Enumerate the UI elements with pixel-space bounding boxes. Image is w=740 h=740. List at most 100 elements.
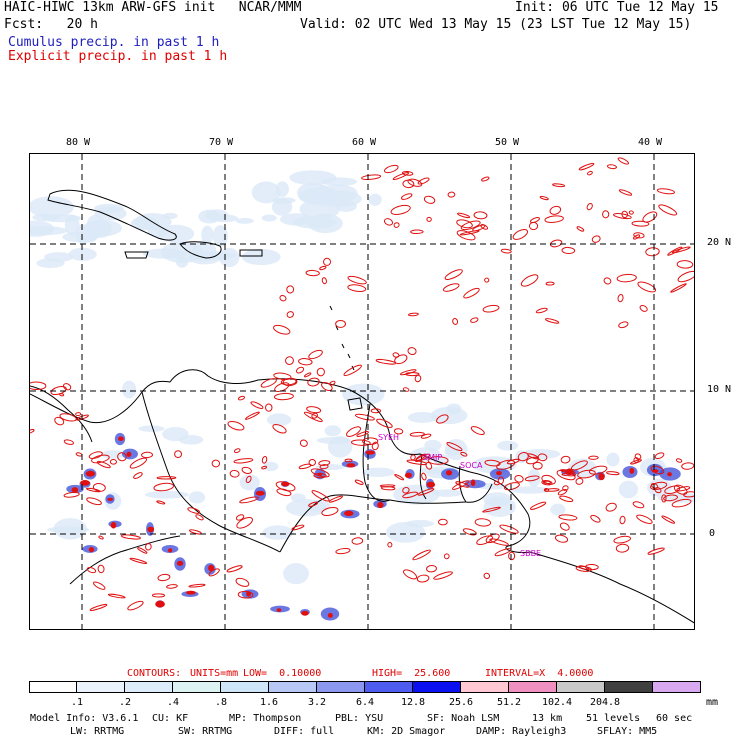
explicit-contour: [347, 284, 367, 292]
explicit-contour: [237, 395, 246, 401]
explicit-contour: [75, 412, 82, 417]
scale-swatch: [365, 681, 413, 693]
header-init: Init: 06 UTC Tue 12 May 15: [515, 0, 719, 15]
explicit-core: [317, 472, 323, 477]
scale-label: 204.8: [589, 697, 621, 708]
trinidad-coast: [347, 397, 363, 411]
explicit-contour: [383, 164, 399, 174]
cumulus-light-patch: [279, 213, 314, 226]
explicit-contour: [233, 448, 241, 454]
scale-label: 25.6: [448, 697, 474, 708]
scale-unit: mm: [706, 697, 719, 708]
explicit-contour: [558, 514, 578, 521]
explicit-contour: [642, 211, 658, 223]
explicit-contour: [156, 500, 166, 505]
cumulus-light-patch: [147, 226, 168, 238]
cumulus-light-patch: [618, 480, 639, 499]
explicit-contour: [86, 497, 102, 506]
explicit-contour: [484, 277, 490, 283]
explicit-contour: [586, 202, 593, 211]
explicit-contour: [276, 488, 292, 497]
explicit-contour: [308, 458, 316, 466]
station-label-soca: SOCA: [460, 461, 483, 470]
explicit-contour: [588, 455, 599, 460]
explicit-contour: [590, 514, 601, 523]
explicit-core: [667, 472, 672, 477]
cumulus-light-patch: [432, 489, 463, 497]
explicit-contour: [356, 431, 369, 437]
footer-cu: CU: KF: [152, 713, 189, 724]
explicit-contour: [661, 494, 667, 503]
explicit-contour: [619, 515, 626, 525]
explicit-contour: [241, 466, 252, 474]
explicit-contour: [664, 485, 681, 495]
cumulus-light-patch: [178, 434, 204, 445]
explicit-contour: [617, 157, 630, 165]
footer-mp: MP: Thompson: [229, 713, 302, 724]
explicit-core: [85, 470, 96, 477]
explicit-contour: [443, 553, 450, 560]
footer-damp: DAMP: Rayleigh3: [476, 726, 567, 737]
explicit-contour: [506, 458, 520, 465]
explicit-contour: [681, 462, 694, 470]
explicit-contour: [235, 577, 250, 587]
header-forecast: Fcst: 20 h: [4, 17, 98, 32]
cumulus-light-patch: [298, 187, 343, 205]
explicit-contour: [613, 213, 632, 220]
border-venezuela-guyana: [362, 403, 391, 502]
cumulus-light-patch: [44, 252, 74, 262]
contours-units: UNITS=mm: [190, 668, 239, 679]
explicit-contour: [463, 287, 480, 299]
explicit-contour: [417, 177, 430, 185]
contours-interval: INTERVAL=X 4.0000: [485, 668, 594, 679]
explicit-contour: [321, 382, 333, 391]
cumulus-light-patch: [94, 206, 127, 221]
explicit-contour: [451, 480, 470, 490]
explicit-contour: [98, 535, 104, 540]
explicit-contour: [482, 506, 501, 513]
explicit-contour: [496, 459, 516, 470]
explicit-contour: [127, 600, 144, 611]
explicit-contour: [591, 235, 601, 243]
explicit-contour: [650, 465, 665, 475]
explicit-contour: [343, 364, 362, 377]
explicit-contour: [437, 518, 448, 526]
cumulus-light-patch: [251, 181, 281, 204]
explicit-contour: [30, 381, 47, 391]
explicit-core: [346, 463, 356, 468]
explicit-contour: [387, 542, 393, 548]
explicit-contour: [97, 564, 105, 574]
cumulus-light-patch: [30, 220, 54, 237]
cumulus-light-patch: [175, 255, 189, 268]
explicit-contour: [557, 488, 568, 496]
explicit-contour: [129, 457, 148, 469]
explicit-contour: [344, 458, 353, 463]
cumulus-light-patch: [510, 486, 550, 494]
cumulus-light-patch: [550, 503, 566, 516]
explicit-contour: [316, 367, 325, 377]
explicit-contour: [303, 372, 312, 378]
footer-sflay: SFLAY: MM5: [597, 726, 658, 737]
explicit-contour: [319, 265, 327, 271]
explicit-contour: [520, 274, 539, 287]
explicit-contour: [605, 502, 617, 512]
explicit-contour: [616, 273, 637, 283]
explicit-contour: [442, 283, 460, 292]
explicit-contour: [462, 528, 477, 536]
explicit-contour: [613, 535, 632, 544]
explicit-contour: [280, 378, 297, 386]
explicit-contour: [285, 356, 294, 365]
explicit-contour: [482, 304, 500, 313]
explicit-contour: [656, 188, 675, 195]
explicit-contour: [291, 524, 305, 531]
cumulus-light-patch: [430, 406, 468, 425]
explicit-contour: [236, 516, 253, 529]
explicit-contour: [261, 465, 268, 470]
explicit-contour: [615, 543, 630, 553]
explicit-contour: [570, 460, 588, 471]
explicit-contour: [354, 413, 375, 421]
cumulus-light-patch: [320, 177, 358, 187]
explicit-contour: [621, 210, 629, 219]
explicit-contour: [480, 224, 489, 230]
explicit-core: [276, 608, 282, 612]
